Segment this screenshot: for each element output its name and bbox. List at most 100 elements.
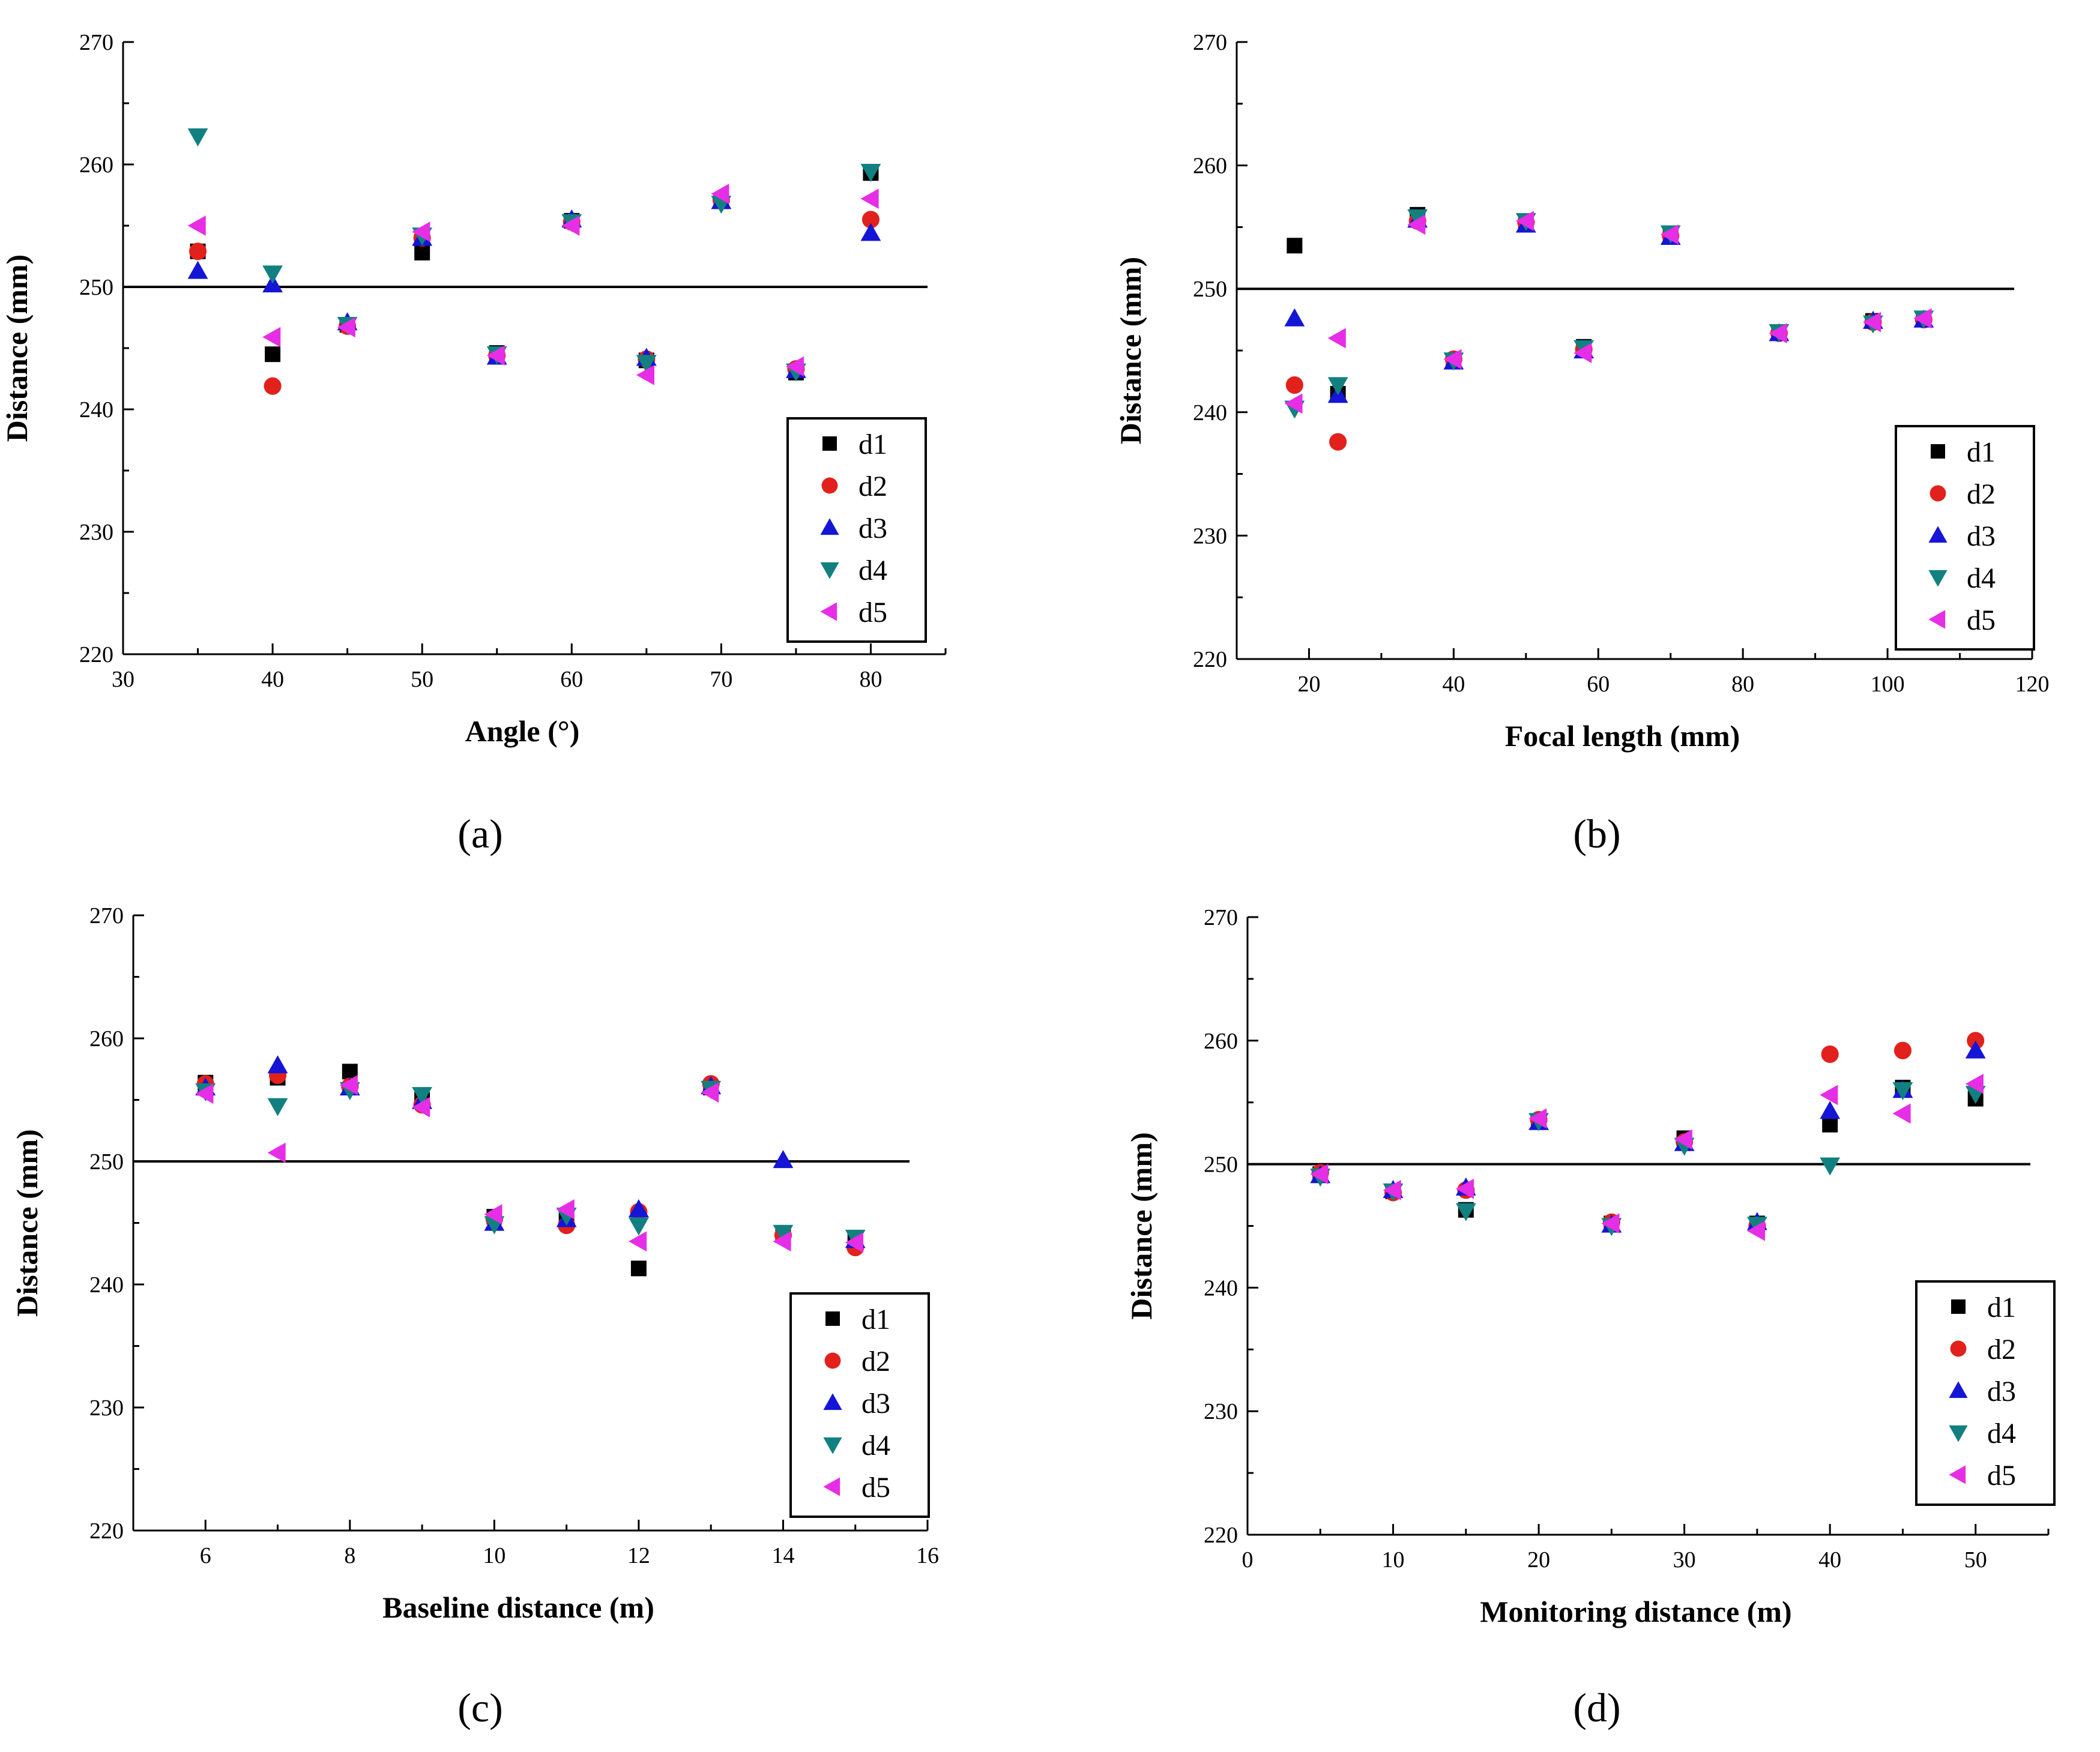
legend-marker-d2 [824, 1352, 841, 1369]
point-d4 [267, 1098, 288, 1116]
legend-marker-d4 [820, 562, 839, 579]
point-d3 [187, 260, 208, 279]
series-d4 [1284, 209, 1934, 419]
series-d1 [198, 1064, 863, 1277]
y-tick-label: 230 [89, 1395, 124, 1421]
x-tick-label: 20 [1297, 672, 1320, 697]
point-d2 [1329, 433, 1347, 451]
series-d5 [187, 184, 879, 385]
series-d4 [187, 128, 881, 382]
point-d3 [1284, 308, 1305, 327]
y-tick-label: 270 [1193, 30, 1227, 55]
legend-marker-d4 [823, 1437, 842, 1454]
point-d5 [556, 1199, 575, 1220]
point-d5 [337, 317, 355, 338]
panel-b: 220 230 240 250 260 270 20 40 60 80 100 120 Focal le… [1114, 30, 2050, 856]
point-d3 [860, 223, 881, 241]
point-d5 [412, 221, 430, 242]
point-d5 [1965, 1073, 1984, 1094]
legend-label-d3: d3 [861, 1388, 890, 1419]
point-d5 [773, 1231, 791, 1252]
point-d5 [845, 1232, 863, 1253]
point-d5 [267, 1142, 286, 1163]
point-d2 [861, 211, 880, 229]
legend-marker-d2 [1950, 1340, 1967, 1357]
point-d1 [630, 1260, 647, 1277]
series-d3 [1310, 1040, 1986, 1233]
x-tick-label: 80 [859, 667, 882, 692]
point-d5 [1327, 328, 1346, 349]
series-d3 [187, 191, 881, 378]
legend-box [789, 1292, 930, 1518]
y-tick-label: 220 [89, 1519, 124, 1544]
point-d5 [1407, 214, 1426, 235]
point-d5 [1913, 308, 1932, 329]
x-axis-title: Monitoring distance (m) [1480, 1595, 1791, 1628]
y-axis-title: Distance (mm) [1114, 257, 1147, 444]
legend-label-d1: d1 [861, 1304, 890, 1335]
y-tick-label: 260 [1193, 154, 1227, 179]
legend-marker-d1 [822, 436, 837, 451]
legend-label-d5: d5 [861, 1472, 890, 1504]
series-d4 [195, 1080, 866, 1248]
legend: d1 d2 d3 d4 d5 [786, 417, 927, 643]
point-d5 [1383, 1179, 1401, 1200]
point-d5 [860, 188, 879, 209]
legend-label-d1: d1 [1967, 436, 1996, 468]
point-d4 [1455, 1203, 1476, 1221]
point-d5 [1674, 1129, 1692, 1150]
point-d5 [1443, 349, 1462, 370]
x-tick-label: 60 [1587, 672, 1610, 697]
legend-label-d4: d4 [1967, 562, 1996, 594]
y-tick-label: 220 [1204, 1523, 1238, 1548]
point-d4 [1327, 377, 1348, 396]
point-d5 [1528, 1108, 1547, 1129]
panel-d: 220 230 240 250 260 270 0 10 20 30 40 50 Monitoring … [1124, 905, 2056, 1730]
y-tick-label: 240 [1193, 400, 1227, 426]
point-d4 [773, 1224, 794, 1243]
point-d4 [187, 128, 208, 146]
series-d5 [195, 1075, 863, 1253]
series-d3 [195, 1055, 866, 1248]
point-d5 [1820, 1085, 1838, 1106]
legend: d1 d2 d3 d4 d5 [1895, 425, 2035, 651]
legend-box [786, 417, 927, 643]
point-d5 [1660, 224, 1679, 245]
legend-marker-d5 [1949, 1465, 1966, 1484]
x-tick-label: 14 [771, 1543, 794, 1568]
x-tick-label: 6 [200, 1543, 211, 1568]
legend-marker-d4 [1949, 1425, 1968, 1442]
series-d2 [189, 191, 880, 395]
legend-label-d3: d3 [1987, 1376, 2016, 1407]
legend-box [1915, 1280, 2056, 1506]
legend-marker-d5 [823, 1477, 840, 1496]
point-d4 [629, 1217, 649, 1236]
legend-marker-d2 [1930, 485, 1946, 502]
legend-label-d2: d2 [861, 1346, 890, 1377]
y-tick-label: 260 [1204, 1029, 1238, 1054]
y-tick-label: 220 [1193, 647, 1227, 672]
point-d4 [860, 164, 881, 182]
legend-label-d4: d4 [1987, 1418, 2016, 1449]
panel-c: 220 230 240 250 260 270 6 8 10 12 14 16 Baseline dis… [10, 903, 939, 1730]
y-tick-label: 220 [79, 642, 113, 667]
point-d5 [1892, 1103, 1911, 1124]
legend-marker-d4 [1928, 570, 1948, 587]
legend-marker-d3 [1928, 526, 1948, 543]
panel-label: (c) [457, 1685, 502, 1730]
y-tick-label: 250 [89, 1149, 124, 1175]
series-d2 [1285, 212, 1933, 451]
series-d1 [1287, 206, 1932, 402]
point-d5 [711, 184, 729, 204]
point-d4 [1407, 209, 1428, 227]
y-tick-label: 270 [79, 30, 113, 55]
point-d4 [1820, 1157, 1841, 1176]
series-d3 [1284, 209, 1934, 403]
y-tick-label: 230 [1204, 1399, 1238, 1424]
point-d5 [1455, 1178, 1474, 1199]
point-d5 [786, 356, 804, 377]
point-d5 [1601, 1213, 1620, 1234]
point-d5 [262, 327, 281, 348]
point-d5 [629, 1231, 647, 1252]
